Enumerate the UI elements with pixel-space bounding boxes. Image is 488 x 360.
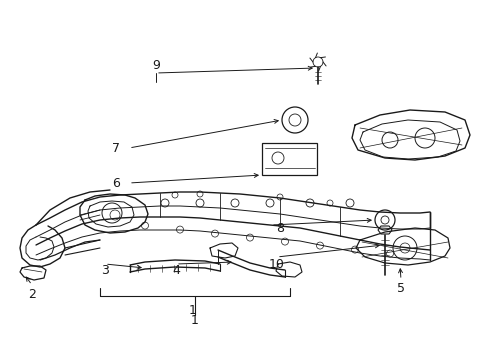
Text: 4: 4 [172, 264, 180, 276]
Bar [262, 143, 316, 175]
Text: 6: 6 [112, 176, 120, 189]
Text: 8: 8 [275, 221, 284, 234]
Text: 9: 9 [152, 59, 160, 72]
Text: 2: 2 [28, 288, 36, 302]
Text: 10: 10 [268, 258, 285, 271]
Text: 1: 1 [189, 303, 197, 316]
Text: 1: 1 [191, 314, 199, 327]
Text: 3: 3 [101, 264, 109, 276]
Text: 5: 5 [396, 282, 404, 294]
Text: 7: 7 [112, 141, 120, 154]
